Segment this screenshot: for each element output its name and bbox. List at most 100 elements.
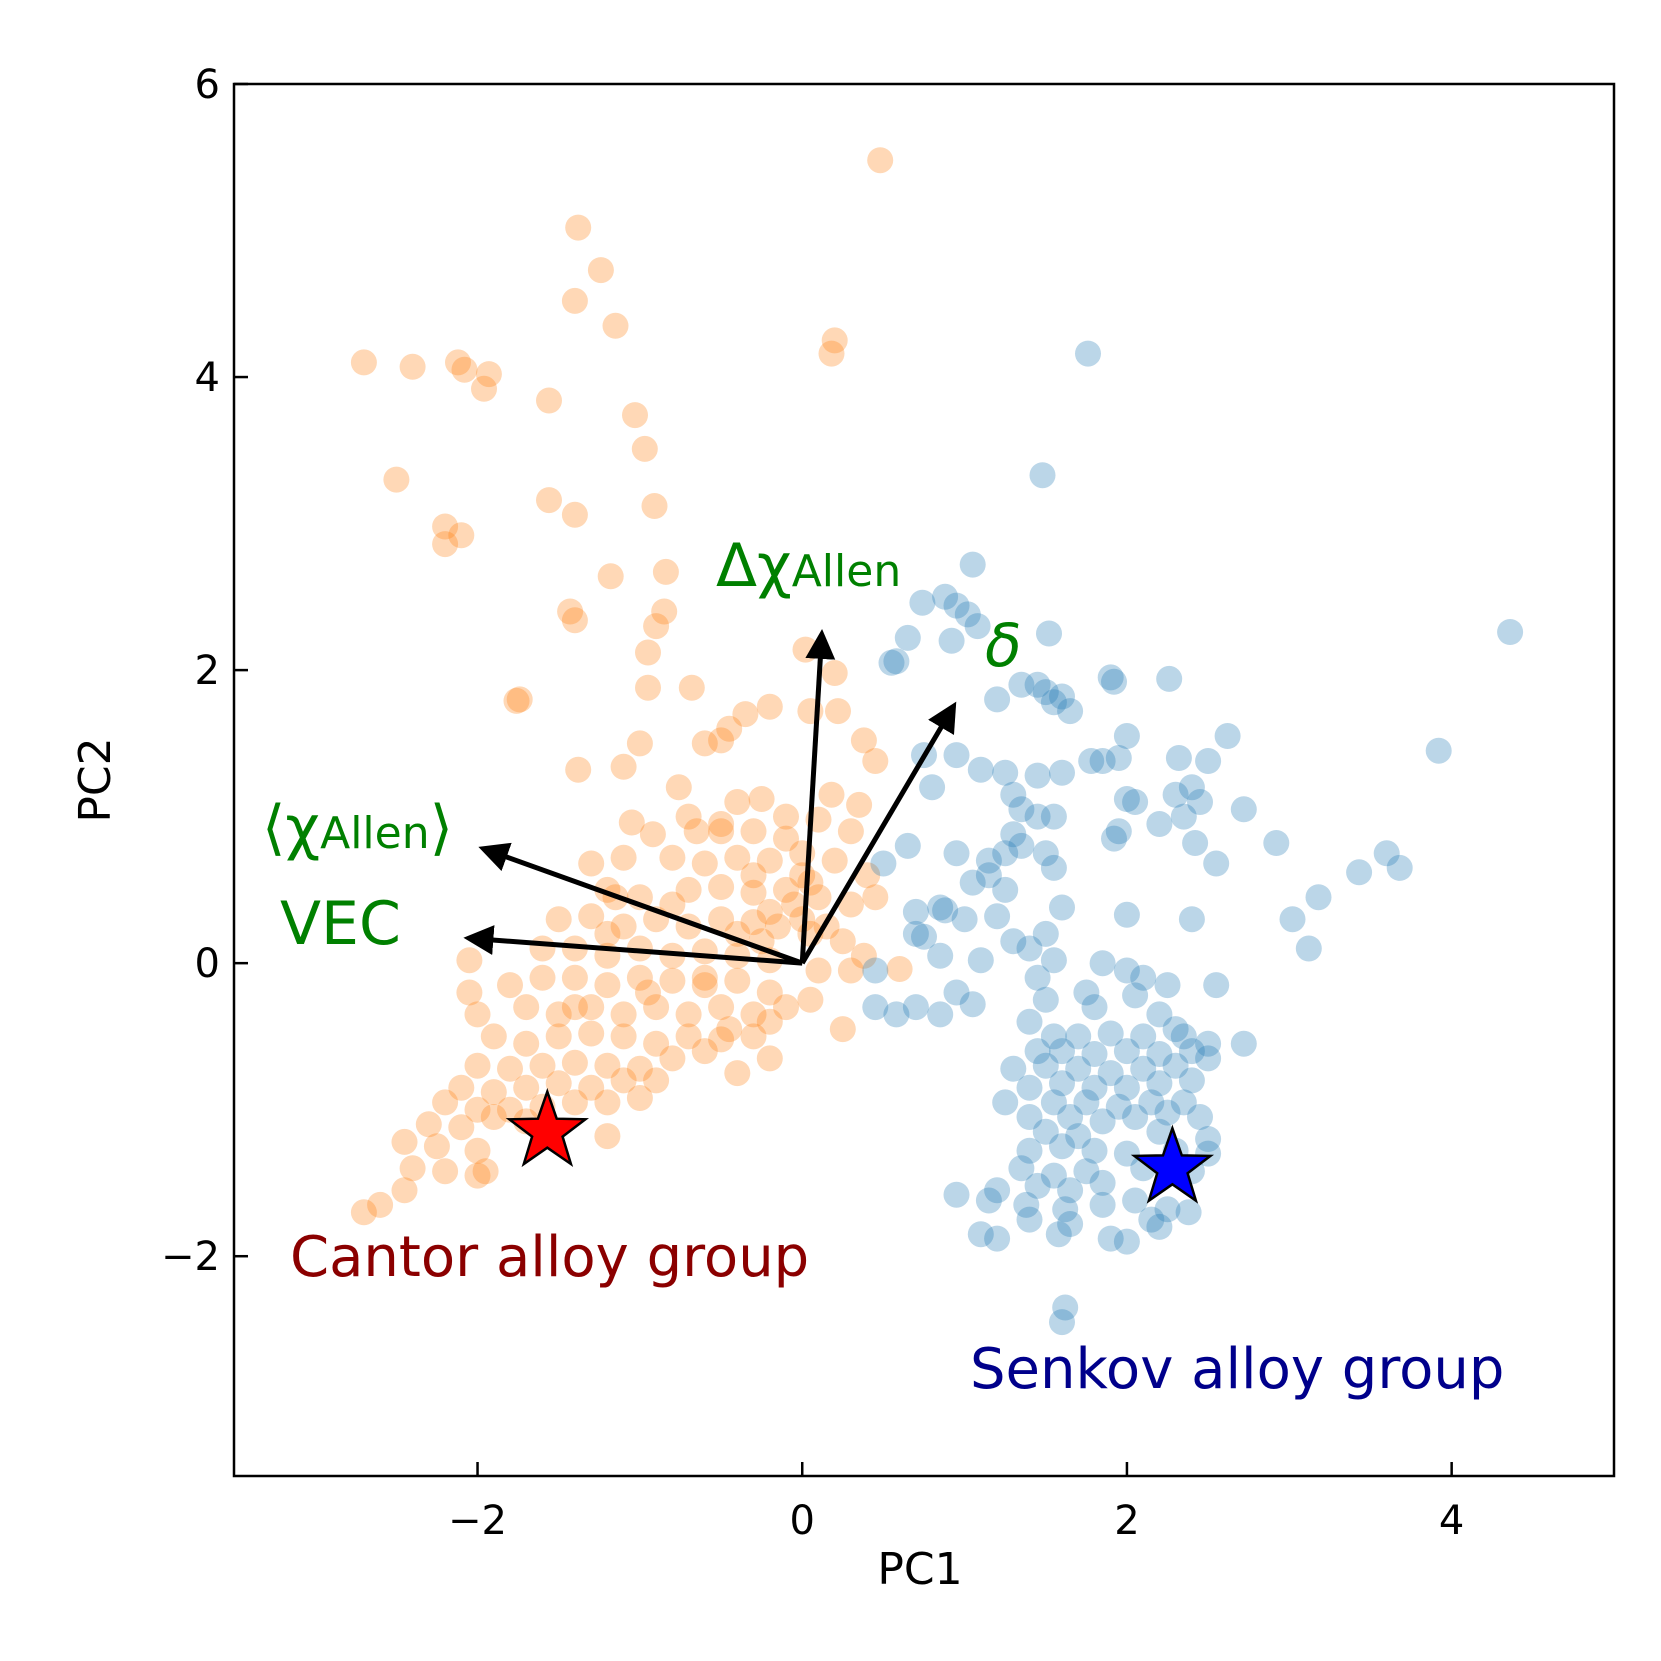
data-point [1195, 1045, 1222, 1072]
data-point [1154, 1099, 1181, 1126]
data-point [472, 1158, 499, 1185]
data-point [456, 979, 483, 1006]
data-point [797, 869, 824, 896]
data-point [1170, 1023, 1197, 1050]
data-point [992, 840, 1019, 867]
data-point [1386, 854, 1413, 881]
label-mean-chi-allen-sub: Allen [320, 808, 430, 859]
data-point [536, 387, 562, 414]
data-point [1178, 1038, 1205, 1065]
data-point [919, 774, 946, 801]
data-point [1032, 1118, 1059, 1145]
data-point [1162, 781, 1189, 808]
data-point [1146, 1070, 1173, 1097]
data-point [367, 1191, 394, 1218]
data-point [943, 840, 970, 867]
data-point [480, 1104, 507, 1130]
plot-frame [232, 82, 1616, 1478]
data-point [1008, 796, 1035, 823]
data-point [1214, 723, 1241, 749]
data-point [1105, 818, 1132, 845]
data-point [565, 756, 592, 783]
data-point [610, 1067, 637, 1094]
data-point [932, 583, 959, 610]
data-point [1175, 1199, 1202, 1226]
data-point [448, 1114, 475, 1141]
data-point [708, 906, 735, 933]
data-point [578, 903, 605, 930]
data-point [1040, 1089, 1067, 1116]
data-point [635, 639, 661, 666]
data-point [691, 964, 718, 991]
data-point [594, 1052, 621, 1079]
data-point [1146, 1041, 1173, 1067]
data-point [938, 627, 965, 654]
data-point [805, 884, 832, 911]
data-point [1101, 825, 1127, 852]
data-point [423, 1133, 450, 1160]
data-point [724, 844, 751, 871]
data-point [1170, 803, 1197, 830]
data-point [850, 942, 877, 969]
data-point [1089, 1108, 1116, 1135]
data-point [545, 1023, 572, 1050]
data-point [1203, 850, 1230, 877]
data-point [561, 994, 588, 1021]
data-point [1178, 774, 1205, 801]
data-point [1049, 894, 1075, 921]
data-point [1146, 1118, 1173, 1145]
data-point [497, 1096, 523, 1123]
data-point [480, 1079, 507, 1106]
data-point [724, 967, 751, 994]
data-point [821, 847, 848, 874]
data-point [471, 375, 497, 402]
data-point [464, 1137, 491, 1164]
data-point [578, 850, 605, 877]
data-point [1040, 803, 1067, 830]
reference-stars [505, 1087, 1215, 1204]
data-point [1105, 1093, 1132, 1120]
data-point [561, 607, 588, 634]
data-point [639, 821, 666, 848]
data-point [740, 818, 767, 845]
y-tick-label: −2 [161, 1234, 220, 1280]
arrow-vec [463, 925, 803, 966]
data-point [1097, 1225, 1124, 1252]
data-point [1089, 950, 1116, 977]
data-point [756, 1045, 783, 1072]
data-point [818, 340, 845, 367]
data-point [927, 894, 954, 921]
data-point [610, 844, 637, 871]
data-point [967, 1221, 994, 1248]
data-point [1113, 723, 1140, 749]
data-point [659, 1045, 686, 1072]
data-point [503, 687, 530, 714]
arrow-mean-chi-allen [478, 842, 804, 966]
data-point [954, 601, 981, 628]
data-point [846, 791, 873, 818]
data-point [1081, 1041, 1108, 1067]
x-tick-label: 2 [1114, 1498, 1139, 1544]
data-point [708, 818, 735, 845]
data-point [513, 1030, 540, 1057]
data-point [1295, 935, 1322, 962]
data-point [927, 942, 954, 969]
data-point [740, 862, 767, 889]
data-point [643, 613, 670, 640]
data-point [464, 1162, 491, 1189]
data-point [1113, 1038, 1140, 1065]
data-point [399, 353, 426, 380]
data-point [1000, 821, 1027, 848]
data-point [594, 972, 621, 999]
data-point [773, 876, 799, 903]
data-point [529, 935, 556, 962]
data-point [1081, 1074, 1108, 1101]
data-point [1024, 671, 1051, 698]
data-point [708, 874, 735, 900]
data-point [691, 730, 718, 757]
data-point [1146, 1001, 1173, 1028]
data-point [643, 994, 670, 1021]
data-point [626, 1085, 653, 1111]
data-point [497, 972, 523, 999]
